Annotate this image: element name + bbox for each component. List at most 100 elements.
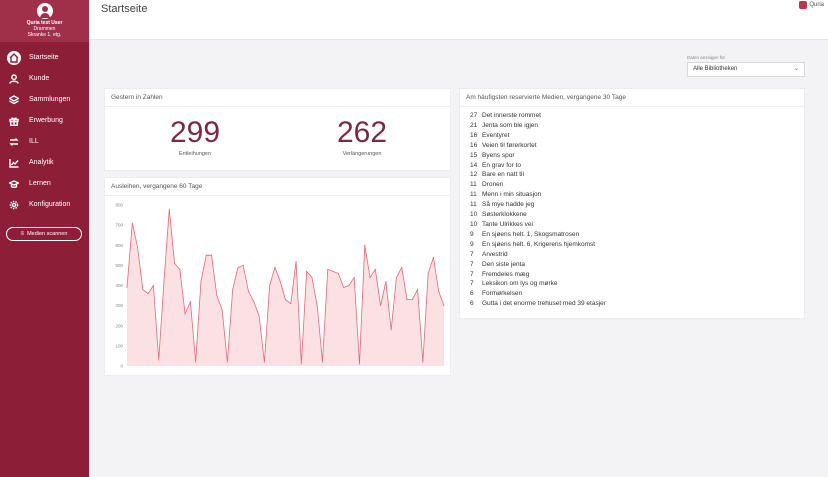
chart-data-point[interactable]	[311, 276, 313, 278]
list-item[interactable]: 7 Arvestrid	[470, 250, 794, 260]
chart-data-point[interactable]	[168, 208, 170, 210]
chart-data-point[interactable]	[126, 287, 128, 289]
chart-data-point[interactable]	[390, 329, 392, 331]
list-item[interactable]: 10 Tante Ulrikkes vei	[470, 220, 794, 230]
chart-data-point[interactable]	[306, 270, 308, 272]
chart-data-point[interactable]	[274, 266, 276, 268]
list-item[interactable]: 9 En sjøens helt. 1, Skogsmatrosen	[470, 230, 794, 240]
chart-data-point[interactable]	[432, 256, 434, 258]
list-item[interactable]: 12 Bare en natt til	[470, 170, 794, 180]
list-item[interactable]: 10 Søsterklokkene	[470, 210, 794, 220]
chart-data-point[interactable]	[195, 361, 197, 363]
chart-data-point[interactable]	[248, 291, 250, 293]
chart-data-point[interactable]	[343, 287, 345, 289]
list-item[interactable]: 14 En grav for to	[470, 161, 794, 171]
list-item[interactable]: 7 Leksikon om lys og mørke	[470, 279, 794, 289]
chart-data-point[interactable]	[158, 359, 160, 361]
chart-data-point[interactable]	[174, 262, 176, 264]
loans-value: 299	[169, 116, 221, 149]
chart-data-point[interactable]	[137, 246, 139, 248]
chart-data-point[interactable]	[142, 289, 144, 291]
chart-data-point[interactable]	[184, 313, 186, 315]
nav-item-sammlungen[interactable]: Sammlungen	[0, 89, 89, 110]
chart-data-point[interactable]	[258, 315, 260, 317]
chart-data-point[interactable]	[211, 254, 213, 256]
chart-data-point[interactable]	[295, 260, 297, 262]
chart-data-point[interactable]	[348, 285, 350, 286]
nav-item-lernen[interactable]: Lernen	[0, 173, 89, 194]
media-title: Eventyret	[482, 131, 510, 139]
chart-data-point[interactable]	[253, 301, 255, 303]
chart-data-point[interactable]	[152, 285, 154, 286]
chart-data-point[interactable]	[422, 361, 424, 363]
list-item[interactable]: 16 Veien til førerkortet	[470, 141, 794, 151]
chart-data-point[interactable]	[163, 280, 165, 282]
list-item[interactable]: 7 Fremdeles mæg	[470, 270, 794, 280]
nav-item-erwerbung[interactable]: Erwerbung	[0, 110, 89, 131]
chart-data-point[interactable]	[269, 285, 271, 286]
media-title: Formørkelsen	[482, 290, 523, 298]
chart-data-point[interactable]	[321, 361, 323, 363]
chart-data-point[interactable]	[316, 305, 318, 307]
renewals-value: 262	[336, 116, 388, 149]
chart-data-point[interactable]	[358, 363, 360, 365]
chart-data-point[interactable]	[279, 280, 281, 282]
chart-data-point[interactable]	[406, 299, 408, 301]
chart-data-point[interactable]	[369, 276, 371, 278]
list-item[interactable]: 11 Menn i min situasjon	[470, 190, 794, 200]
chart-data-point[interactable]	[205, 254, 207, 256]
chart-data-point[interactable]	[242, 264, 244, 266]
user-panel[interactable]: Quria test User Drammen Skranke 1. etg.	[0, 0, 89, 42]
nav-item-kunde[interactable]: Kunde	[0, 68, 89, 89]
nav-item-konfiguration[interactable]: Konfiguration	[0, 194, 89, 215]
chart-data-point[interactable]	[237, 266, 239, 268]
list-item[interactable]: 11 Dronen	[470, 180, 794, 190]
list-item[interactable]: 9 En sjøens helt. 6, Krigerens hjemkomst	[470, 240, 794, 250]
chart-data-point[interactable]	[443, 305, 445, 307]
media-title: Tante Ulrikkes vei	[482, 220, 533, 228]
chart-data-point[interactable]	[337, 272, 339, 274]
chart-data-point[interactable]	[427, 272, 429, 274]
chart-data-point[interactable]	[285, 299, 286, 301]
list-item[interactable]: 11 Så mye hadde jeg	[470, 200, 794, 210]
chart-data-point[interactable]	[401, 266, 403, 268]
chart-data-point[interactable]	[290, 303, 292, 305]
nav-item-ill[interactable]: ILL	[0, 131, 89, 152]
chart-data-point[interactable]	[232, 289, 234, 291]
chart-data-point[interactable]	[380, 305, 382, 307]
chart-data-point[interactable]	[385, 280, 387, 282]
chart-data-point[interactable]	[332, 270, 334, 272]
chart-data-point[interactable]	[411, 299, 413, 301]
list-item[interactable]: 6 Gutta i det enorme trehuset med 39 etas…	[470, 299, 794, 309]
chart-data-point[interactable]	[216, 295, 218, 297]
list-item[interactable]: 15 Byens spor	[470, 151, 794, 161]
chart-data-point[interactable]	[327, 268, 329, 270]
chart-data-point[interactable]	[438, 291, 440, 293]
chart-data-point[interactable]	[189, 301, 191, 303]
chart-data-point[interactable]	[131, 222, 133, 224]
chart-data-point[interactable]	[300, 363, 302, 365]
scan-media-button[interactable]: ≡ Medien scannen	[6, 227, 82, 241]
chart-data-point[interactable]	[147, 293, 149, 295]
media-title: En grav for to	[482, 161, 522, 169]
chart-data-point[interactable]	[200, 280, 202, 282]
chart-data-point[interactable]	[226, 361, 228, 363]
chart-data-point[interactable]	[395, 276, 397, 278]
chart-data-point[interactable]	[364, 244, 366, 246]
chart-data-point[interactable]	[221, 309, 223, 311]
library-filter-select[interactable]: Alle Bibliotheken ⌄	[687, 62, 805, 77]
chart-data-point[interactable]	[417, 289, 419, 291]
barcode-icon: ≡	[20, 231, 25, 237]
nav-item-startseite[interactable]: Startseite	[0, 47, 89, 68]
list-item[interactable]: 6 Formørkelsen	[470, 289, 794, 299]
chart-data-point[interactable]	[374, 268, 376, 270]
list-item[interactable]: 27 Det innerste rommet	[470, 111, 794, 121]
list-item[interactable]: 7 Den siste jenta	[470, 260, 794, 270]
chart-data-point[interactable]	[353, 276, 355, 278]
nav-item-analytik[interactable]: Analytik	[0, 152, 89, 173]
chart-data-point[interactable]	[263, 361, 265, 363]
list-item[interactable]: 21 Jenta som ble igjen	[470, 121, 794, 131]
nav-label: ILL	[29, 138, 39, 145]
list-item[interactable]: 16 Eventyret	[470, 131, 794, 141]
chart-data-point[interactable]	[179, 268, 181, 270]
